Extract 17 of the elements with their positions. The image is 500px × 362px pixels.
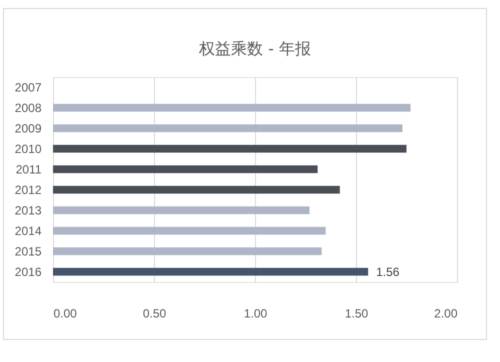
y-tick-label: 2013 (14, 203, 42, 218)
y-tick-label: 2016 (14, 264, 42, 279)
x-tick-label: 0.50 (142, 306, 166, 320)
chart-title: 权益乘数 - 年报 (198, 39, 311, 58)
y-tick-label: 2014 (14, 224, 42, 238)
x-tick-label: 0.00 (54, 306, 78, 320)
y-tick-label: 2011 (16, 162, 42, 176)
y-tick-label: 2008 (14, 100, 42, 115)
x-tick-label: 1.50 (344, 306, 368, 320)
y-tick-label: 2009 (14, 121, 42, 136)
y-tick-label: 2012 (14, 182, 42, 197)
y-tick-label: 2010 (14, 142, 42, 156)
x-tick-label: 2.00 (434, 306, 458, 320)
y-tick-label: 2007 (14, 80, 42, 94)
x-tick-label: 1.00 (244, 306, 268, 320)
data-label: 1.56 (376, 264, 400, 279)
y-tick-label: 2015 (14, 244, 42, 258)
